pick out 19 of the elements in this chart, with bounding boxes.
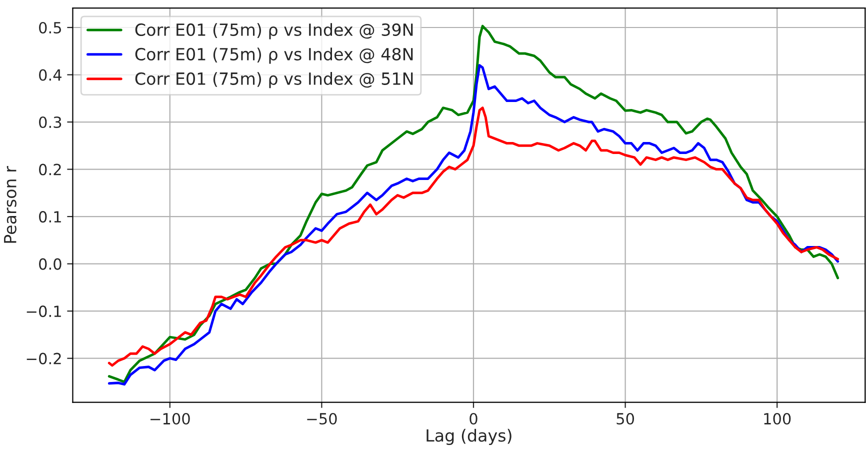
x-tick-label: 0 bbox=[470, 412, 478, 425]
x-tick-label: −100 bbox=[150, 412, 190, 425]
line-series bbox=[108, 106, 840, 367]
y-tick-label: −0.1 bbox=[26, 306, 61, 318]
x-tick-label: 100 bbox=[764, 412, 791, 425]
y-tick-label: 0.1 bbox=[39, 211, 61, 223]
y-tick-label: −0.2 bbox=[26, 352, 61, 364]
legend-label: Corr E01 (75m) ρ vs Index @ 48N bbox=[135, 48, 413, 64]
x-tick-label: −50 bbox=[307, 412, 337, 425]
x-axis-title: Lag (days) bbox=[426, 428, 512, 446]
x-tick-label: 50 bbox=[616, 412, 634, 425]
y-axis-title: Pearson r bbox=[4, 166, 16, 243]
legend-label: Corr E01 (75m) ρ vs Index @ 39N bbox=[135, 23, 413, 40]
y-tick-label: 0.4 bbox=[39, 69, 62, 81]
y-tick-label: 0.2 bbox=[39, 164, 61, 176]
legend-label: Corr E01 (75m) ρ vs Index @ 51N bbox=[135, 72, 413, 88]
y-tick-label: 0.0 bbox=[39, 258, 62, 270]
y-tick-label: 0.5 bbox=[39, 22, 61, 34]
y-tick-label: 0.3 bbox=[39, 116, 62, 128]
